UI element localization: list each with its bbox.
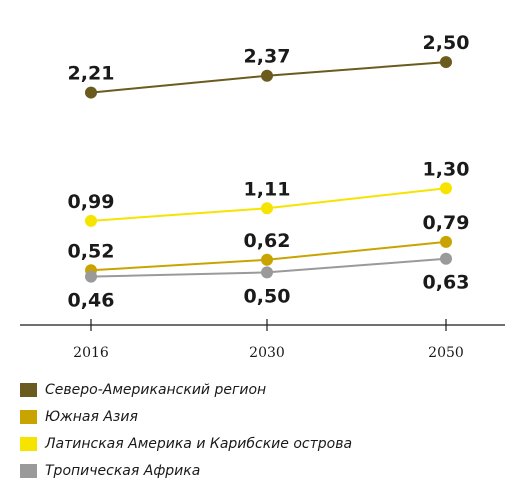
legend-label: Латинская Америка и Карибские острова [45,435,353,452]
data-label: 0,52 [68,240,115,262]
data-label: 0,62 [244,230,291,252]
data-point [261,266,273,279]
legend-label: Тропическая Африка [45,462,201,479]
legend-item-south-asia: Южная Азия [20,403,352,430]
legend-swatch [20,436,37,451]
data-point [85,86,97,99]
data-point [261,69,273,82]
data-label: 0,63 [423,272,470,294]
data-label: 0,79 [423,212,470,234]
legend-label: Южная Азия [45,408,138,425]
legend-item-latin-america: Латинская Америка и Карибские острова [20,430,352,457]
x-tick-label: 2016 [73,345,109,361]
data-label: 2,21 [68,63,115,85]
data-point [440,235,452,248]
data-label: 1,30 [423,158,470,180]
data-label: 2,50 [423,32,470,54]
legend-swatch [20,463,37,478]
legend-item-north-america: Северо-Американский регион [20,376,352,403]
data-point [261,202,273,215]
legend-item-tropical-africa: Тропическая Африка [20,457,352,484]
data-points [85,56,452,283]
data-labels: 2,21 2,37 2,50 0,52 0,62 0,79 0,99 1,11 1,30 0,46… [68,32,470,312]
legend-swatch [20,382,37,397]
data-point [440,182,452,195]
data-label: 0,50 [244,285,291,307]
legend: Северо-Американский регион Южная Азия Ла… [20,376,352,484]
data-point [440,252,452,265]
data-label: 2,37 [244,46,291,68]
x-tick-label: 2050 [428,345,464,361]
data-label: 0,46 [68,290,115,312]
x-axis-ticks: 2016 2030 2050 [73,319,464,361]
legend-swatch [20,409,37,424]
data-label: 0,99 [68,191,115,213]
data-point [261,253,273,266]
data-point [85,270,97,283]
data-label: 1,11 [244,178,291,200]
x-tick-label: 2030 [249,345,285,361]
legend-label: Северо-Американский регион [45,381,267,398]
data-point [85,214,97,227]
data-point [440,56,452,69]
